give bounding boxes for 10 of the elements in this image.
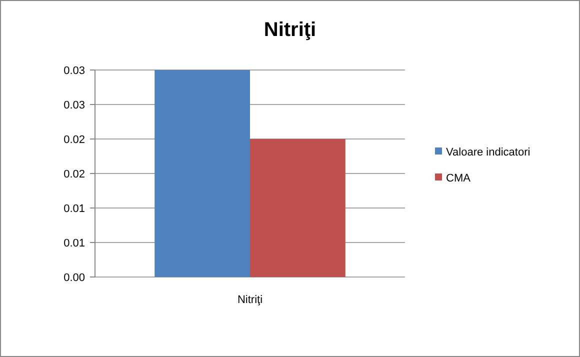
y-tick-label: 0.00	[64, 272, 85, 284]
y-tick-label: 0.03	[64, 64, 85, 77]
y-tick-label: 0.02	[64, 168, 85, 180]
y-tick-label: 0.03	[64, 99, 85, 112]
legend-label: Valoare indicatori	[446, 146, 530, 158]
y-tick-label: 0.01	[64, 237, 85, 250]
legend-label: CMA	[446, 172, 472, 184]
chart-title: Nitriţi	[264, 19, 316, 41]
y-tick-label: 0.02	[64, 134, 85, 146]
y-tick-label: 0.01	[64, 202, 85, 215]
